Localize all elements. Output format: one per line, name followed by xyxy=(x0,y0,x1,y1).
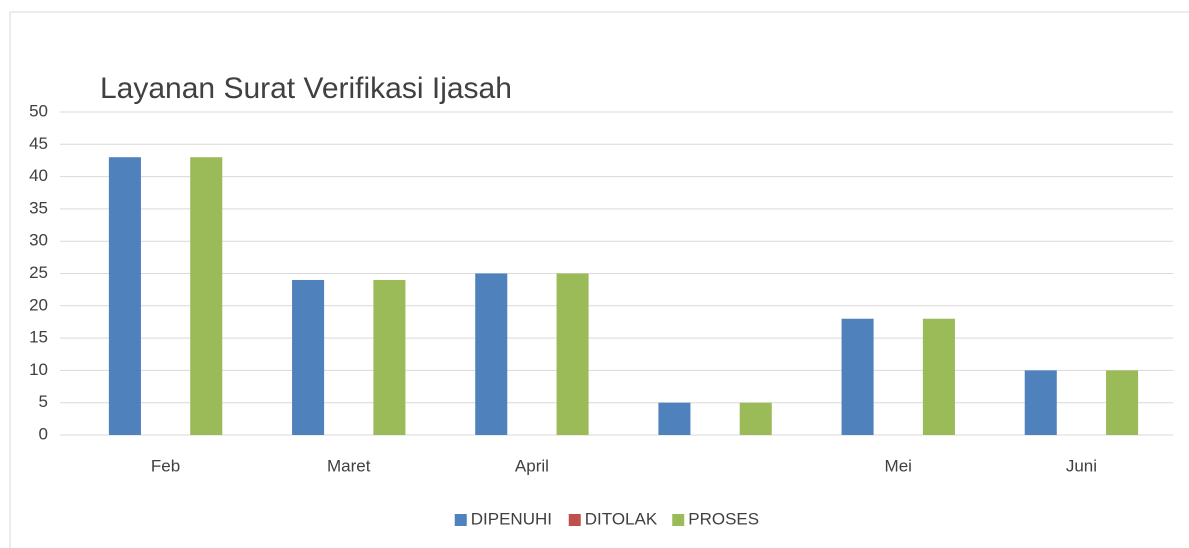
x-tick-label: Maret xyxy=(327,456,371,475)
x-tick-label: Mei xyxy=(885,456,912,475)
y-tick-label: 50 xyxy=(29,101,48,120)
x-tick-label: April xyxy=(515,456,549,475)
y-tick-label: 25 xyxy=(29,263,48,282)
chart-title: Layanan Surat Verifikasi Ijasah xyxy=(100,72,512,105)
bar xyxy=(1024,370,1057,435)
chart-border xyxy=(9,11,1189,548)
legend-label: PROSES xyxy=(688,509,759,528)
bar xyxy=(922,318,955,435)
legend-label: DITOLAK xyxy=(585,509,658,528)
bar xyxy=(292,279,325,435)
bar xyxy=(739,402,772,435)
bar xyxy=(373,279,406,435)
x-tick-label: Feb xyxy=(151,456,180,475)
y-tick-label: 20 xyxy=(29,295,48,314)
legend-label: DIPENUHI xyxy=(471,509,552,528)
y-tick-label: 0 xyxy=(39,424,48,443)
bar xyxy=(556,273,589,435)
bar xyxy=(1106,370,1139,435)
y-tick-label: 10 xyxy=(29,360,48,379)
legend-swatch xyxy=(568,514,581,526)
bar xyxy=(108,157,141,435)
x-tick-label: Juni xyxy=(1066,456,1097,475)
bar xyxy=(475,273,508,435)
y-tick-label: 30 xyxy=(29,231,48,250)
legend-swatch xyxy=(672,514,685,526)
y-tick-label: 15 xyxy=(29,328,48,347)
y-tick-label: 35 xyxy=(29,198,48,217)
y-tick-label: 5 xyxy=(39,392,48,411)
bar xyxy=(841,318,874,435)
y-tick-label: 40 xyxy=(29,166,48,185)
y-tick-label: 45 xyxy=(29,134,48,153)
bar xyxy=(190,157,223,435)
bar xyxy=(658,402,691,435)
legend-swatch xyxy=(454,514,467,526)
